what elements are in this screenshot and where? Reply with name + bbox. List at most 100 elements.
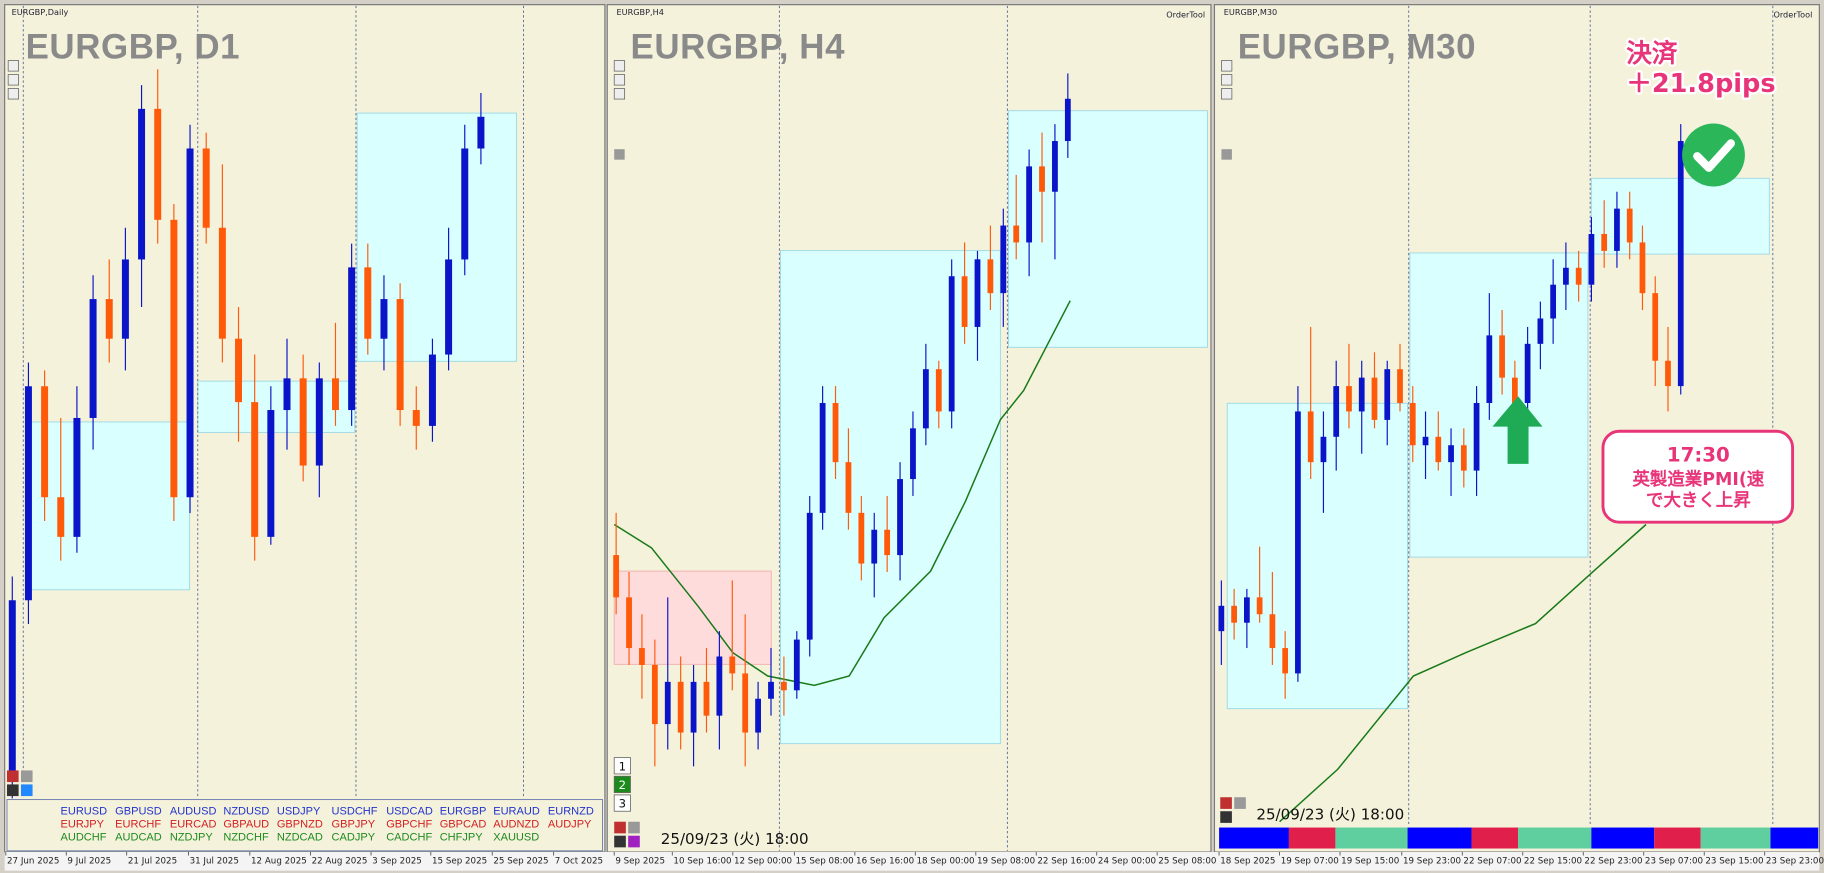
symbol-name[interactable]: USDCHF: [332, 806, 378, 818]
number-button[interactable]: [613, 757, 631, 775]
tool-button[interactable]: [1221, 74, 1233, 86]
tool-button[interactable]: [6, 784, 19, 797]
candle-body: [1409, 402, 1416, 446]
candle-body: [24, 386, 32, 601]
symbol-name[interactable]: EURJPY: [60, 819, 104, 831]
number-button-label[interactable]: 1: [619, 759, 626, 773]
bar-segment: [1700, 827, 1771, 849]
x-tick-label: 10 Sep 16:00: [673, 857, 731, 867]
tool-button[interactable]: [7, 88, 19, 100]
symbol-name[interactable]: GBPCAD: [440, 819, 487, 831]
tool-button[interactable]: [614, 835, 626, 848]
x-tick-label: 3 Sep 2025: [372, 857, 422, 867]
candle-body: [626, 597, 632, 649]
tool-button[interactable]: [1221, 60, 1233, 72]
candle-body: [871, 529, 878, 564]
tool-button[interactable]: [614, 821, 626, 834]
symbol-name[interactable]: CADJPY: [332, 831, 376, 843]
chart-title: EURGBP, D1: [26, 27, 241, 66]
symbol-name[interactable]: NZDJPY: [170, 831, 214, 843]
x-tick-label: 27 Jun 2025: [7, 857, 59, 867]
tool-button[interactable]: [1220, 797, 1232, 809]
symbol-name[interactable]: EURCHF: [115, 819, 161, 831]
number-button-label[interactable]: 3: [619, 797, 626, 811]
symbol-name[interactable]: CHFJPY: [440, 831, 484, 843]
candle-body: [1397, 369, 1403, 403]
zone: [780, 250, 1001, 745]
candle-body: [154, 108, 162, 220]
tool-button[interactable]: [1220, 811, 1232, 823]
candle-body: [1677, 141, 1684, 387]
symbol-name[interactable]: CADCHF: [386, 831, 432, 843]
bar-segment: [1219, 827, 1289, 849]
x-tick-label: 31 Jul 2025: [190, 857, 239, 867]
zone: [25, 421, 191, 591]
symbol-name[interactable]: GBPAUD: [223, 819, 269, 831]
bar-segment: [1591, 827, 1655, 849]
symbol-name[interactable]: EURNZD: [548, 806, 594, 818]
symbol-name[interactable]: GBPCHF: [386, 819, 432, 831]
symbol-name[interactable]: AUDNZD: [493, 819, 539, 831]
candle-body: [1537, 318, 1544, 344]
symbol-name[interactable]: NZDUSD: [223, 806, 269, 818]
status-bar: [1219, 827, 1819, 849]
tool-button[interactable]: [6, 770, 19, 783]
tool-button[interactable]: [613, 74, 626, 86]
symbol-name[interactable]: NZDCAD: [277, 831, 323, 843]
symbol-name[interactable]: EURCAD: [170, 819, 217, 831]
symbol-name[interactable]: EURUSD: [60, 806, 107, 818]
candle-body: [987, 259, 994, 294]
moving-average: [613, 300, 1071, 687]
tool-button[interactable]: [1221, 149, 1232, 160]
separators: [22, 5, 1774, 851]
tool-button[interactable]: [1221, 88, 1233, 100]
symbol-name[interactable]: AUDCHF: [60, 831, 106, 843]
tool-button[interactable]: [613, 88, 626, 100]
candle-body: [121, 259, 129, 339]
symbol-name[interactable]: AUDCAD: [115, 831, 162, 843]
bar-segment: [1770, 827, 1819, 849]
tool-label[interactable]: OrderTool: [1773, 9, 1812, 19]
candle-body: [768, 681, 774, 699]
event-move: で大きく上昇: [1646, 490, 1751, 511]
symbol-name[interactable]: AUDJPY: [548, 819, 592, 831]
candle-body: [477, 116, 485, 149]
zone: [197, 380, 356, 433]
candle-body: [716, 656, 723, 716]
tool-button[interactable]: [614, 149, 625, 160]
tool-button[interactable]: [20, 784, 33, 797]
tool-label[interactable]: OrderTool: [1166, 9, 1205, 19]
tool-button[interactable]: [7, 74, 19, 86]
candle-body: [348, 267, 356, 411]
candle-body: [283, 378, 291, 411]
number-button[interactable]: [613, 794, 631, 812]
tool-button[interactable]: [628, 835, 640, 848]
tool-button[interactable]: [628, 821, 640, 834]
symbol-name[interactable]: GBPNZD: [277, 819, 323, 831]
symbol-name[interactable]: NZDCHF: [223, 831, 269, 843]
symbol-name[interactable]: GBPUSD: [115, 806, 162, 818]
symbol-name[interactable]: USDJPY: [277, 806, 321, 818]
candle-body: [677, 681, 684, 733]
candle-body: [664, 681, 671, 725]
candle-body: [613, 555, 620, 598]
number-button-label[interactable]: 2: [619, 778, 626, 792]
symbol-name[interactable]: EURGBP: [440, 806, 487, 818]
x-tick-label: 12 Aug 2025: [251, 857, 307, 867]
bar-segment: [1335, 827, 1408, 849]
symbol-name[interactable]: XAUUSD: [493, 831, 539, 843]
x-tick-label: 16 Sep 16:00: [856, 857, 914, 867]
symbol-name[interactable]: AUDUSD: [170, 806, 217, 818]
tool-button[interactable]: [613, 60, 626, 72]
tool-button[interactable]: [20, 770, 33, 783]
tool-button[interactable]: [7, 60, 19, 72]
candle-body: [428, 354, 436, 426]
symbol-name[interactable]: GBPJPY: [332, 819, 376, 831]
tool-button[interactable]: [1234, 797, 1246, 809]
x-tick-label: 24 Sep 00:00: [1098, 857, 1156, 867]
symbol-name[interactable]: USDCAD: [386, 806, 433, 818]
number-button[interactable]: [613, 775, 631, 793]
event-time: 17:30: [1667, 444, 1730, 467]
symbol-name[interactable]: EURAUD: [493, 806, 540, 818]
